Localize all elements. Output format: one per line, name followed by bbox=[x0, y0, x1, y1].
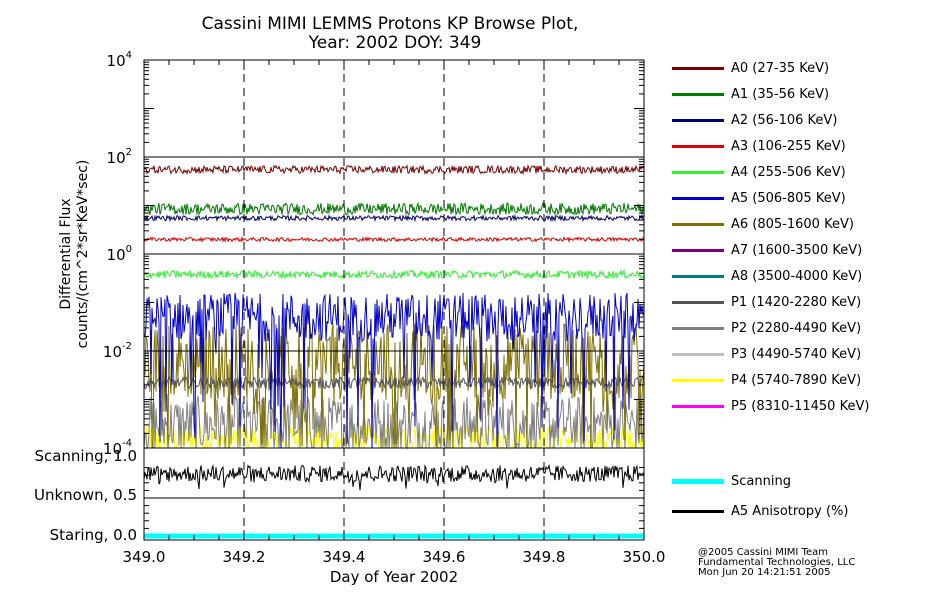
credit-line-2: Fundamental Technologies, LLC bbox=[698, 557, 855, 568]
legend-swatch bbox=[672, 300, 724, 304]
legend-item-anisotropy: A5 Anisotropy (%) bbox=[672, 502, 848, 520]
flux-series-group bbox=[143, 163, 645, 450]
series-line-a4 bbox=[143, 268, 645, 281]
y-tick-exponent: 0 bbox=[126, 244, 132, 255]
legend-swatch bbox=[672, 66, 724, 70]
legend-label: A5 Anisotropy (%) bbox=[731, 503, 849, 519]
status-panel-frame bbox=[143, 447, 645, 541]
series-line-a1 bbox=[143, 201, 645, 217]
legend-label: A0 (27-35 KeV) bbox=[731, 60, 830, 76]
legend-label: A6 (805-1600 KeV) bbox=[731, 216, 854, 232]
legend-item-p5: P5 (8310-11450 KeV) bbox=[672, 397, 869, 415]
y-tick-label: 10-2 bbox=[103, 341, 132, 361]
legend-swatch bbox=[672, 478, 724, 484]
grid-lines bbox=[144, 60, 644, 540]
legend-label: P2 (2280-4490 KeV) bbox=[731, 320, 862, 336]
status-tick-unknown: Unknown, 0.5 bbox=[34, 486, 137, 504]
legend-label: A4 (255-506 KeV) bbox=[731, 164, 846, 180]
legend-label: A1 (35-56 KeV) bbox=[731, 86, 830, 102]
series-line-a5 bbox=[143, 292, 645, 449]
status-tick-staring: Staring, 0.0 bbox=[50, 526, 137, 544]
legend-item-a3: A3 (106-255 KeV) bbox=[672, 137, 846, 155]
status-tick-scanning: Scanning, 1.0 bbox=[34, 447, 137, 465]
credit-line-3: Mon Jun 20 14:21:51 2005 bbox=[698, 567, 831, 578]
legend-label: A5 (506-805 KeV) bbox=[731, 190, 846, 206]
legend-label: Scanning bbox=[731, 473, 791, 489]
legend-swatch bbox=[672, 378, 724, 382]
x-tick-label: 350.0 bbox=[623, 548, 666, 566]
legend-swatch bbox=[672, 170, 724, 174]
legend-swatch bbox=[672, 352, 724, 356]
series-line-p1 bbox=[143, 375, 645, 391]
chart-title: Cassini MIMI LEMMS Protons KP Browse Plo… bbox=[202, 14, 579, 34]
series-line-a2 bbox=[143, 213, 645, 223]
credit-line-1: @2005 Cassini MIMI Team bbox=[698, 547, 828, 558]
legend-label: P4 (5740-7890 KeV) bbox=[731, 372, 862, 388]
anisotropy-line bbox=[143, 463, 645, 491]
legend-swatch bbox=[672, 196, 724, 200]
legend-label: A8 (3500-4000 KeV) bbox=[731, 268, 863, 284]
legend-item-p1: P1 (1420-2280 KeV) bbox=[672, 293, 861, 311]
x-tick-label: 349.2 bbox=[223, 548, 266, 566]
y-tick-exponent: -2 bbox=[122, 341, 132, 352]
legend-swatch bbox=[672, 509, 724, 513]
legend-swatch bbox=[672, 92, 724, 96]
legend-item-scanning: Scanning bbox=[672, 472, 791, 490]
legend-item-a0: A0 (27-35 KeV) bbox=[672, 59, 829, 77]
legend-item-a5: A5 (506-805 KeV) bbox=[672, 189, 846, 207]
legend-swatch bbox=[672, 248, 724, 252]
legend-label: A3 (106-255 KeV) bbox=[731, 138, 846, 154]
ylabel-line1: Differential Flux bbox=[58, 198, 74, 309]
legend-swatch bbox=[672, 118, 724, 122]
x-tick-label: 349.6 bbox=[423, 548, 466, 566]
legend-label: P3 (4490-5740 KeV) bbox=[731, 346, 862, 362]
legend-swatch bbox=[672, 222, 724, 226]
status-series-group bbox=[143, 463, 645, 539]
legend-swatch bbox=[672, 326, 724, 330]
legend-item-p3: P3 (4490-5740 KeV) bbox=[672, 345, 861, 363]
x-ticks: 349.0 349.2 349.4 349.6 349.8 350.0 bbox=[123, 60, 666, 566]
x-tick-label: 349.0 bbox=[123, 548, 166, 566]
legend-item-a4: A4 (255-506 KeV) bbox=[672, 163, 846, 181]
legend-swatch bbox=[672, 274, 724, 278]
legend-item-a8: A8 (3500-4000 KeV) bbox=[672, 267, 862, 285]
legend-label: A2 (56-106 KeV) bbox=[731, 112, 838, 128]
legend-label: P5 (8310-11450 KeV) bbox=[731, 398, 870, 414]
legend-swatch bbox=[672, 404, 724, 408]
legend-item-p2: P2 (2280-4490 KeV) bbox=[672, 319, 861, 337]
series-line-a0 bbox=[143, 163, 645, 176]
series-line-a3 bbox=[143, 235, 645, 244]
y-tick-label: 102 bbox=[107, 147, 132, 167]
y-tick-exponent: 4 bbox=[126, 50, 132, 61]
legend-item-a6: A6 (805-1600 KeV) bbox=[672, 215, 854, 233]
legend-item-p4: P4 (5740-7890 KeV) bbox=[672, 371, 861, 389]
legend-label: A7 (1600-3500 KeV) bbox=[731, 242, 863, 258]
legend-item-a2: A2 (56-106 KeV) bbox=[672, 111, 837, 129]
y-axis-label: Differential Flux counts/(cm^2*sr*KeV*se… bbox=[58, 160, 91, 349]
legend-label: P1 (1420-2280 KeV) bbox=[731, 294, 862, 310]
y-tick-label: 100 bbox=[107, 244, 132, 264]
x-tick-label: 349.4 bbox=[323, 548, 366, 566]
legend-item-a1: A1 (35-56 KeV) bbox=[672, 85, 829, 103]
legend-swatch bbox=[672, 144, 724, 148]
x-tick-label: 349.8 bbox=[523, 548, 566, 566]
y-tick-label: 104 bbox=[107, 50, 132, 70]
x-axis-label: Day of Year 2002 bbox=[330, 568, 458, 586]
y-tick-exponent: 2 bbox=[126, 147, 132, 158]
y-tick-exponent: -4 bbox=[122, 438, 132, 449]
chart-subtitle: Year: 2002 DOY: 349 bbox=[308, 33, 482, 53]
legend-item-a7: A7 (1600-3500 KeV) bbox=[672, 241, 862, 259]
ylabel-line2: counts/(cm^2*sr*KeV*sec) bbox=[75, 160, 91, 349]
